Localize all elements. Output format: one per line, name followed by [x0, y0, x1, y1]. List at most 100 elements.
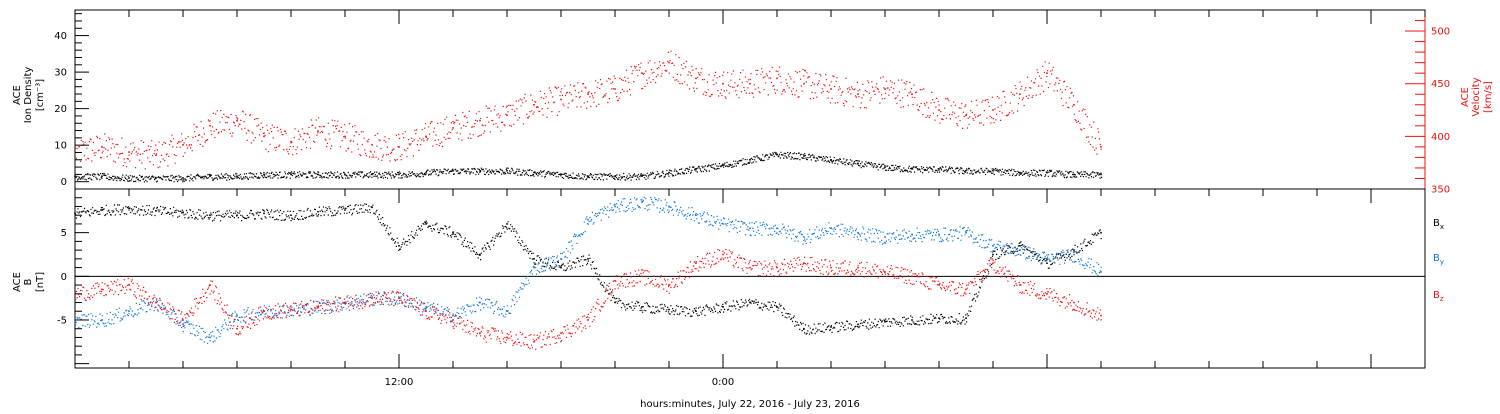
data-point-bx-27 [803, 327, 805, 330]
data-point-bz-5 [209, 284, 211, 286]
data-point-velocity-14 [452, 127, 454, 129]
data-point-density-14 [452, 169, 454, 172]
top-panel-points [74, 50, 1103, 183]
data-point-velocity-29 [857, 93, 859, 95]
data-point-velocity-18 [560, 98, 562, 101]
data-point-bz-28 [830, 266, 832, 269]
data-point-bz-25 [749, 266, 751, 269]
data-point-bz-1 [101, 288, 103, 291]
data-point-by-35 [1019, 249, 1021, 251]
data-point-by-33 [965, 231, 967, 234]
data-point-by-1 [101, 319, 103, 321]
data-point-density-17 [533, 171, 535, 174]
data-point-density-8 [290, 173, 292, 176]
data-point-velocity-13 [425, 135, 427, 138]
data-point-bx-3 [155, 210, 157, 212]
data-point-density-11 [371, 173, 373, 176]
top-left-tick-label-0: 0 [61, 177, 67, 188]
data-point-bz-10 [344, 301, 346, 304]
legend-bz: Bz [1433, 290, 1444, 303]
data-point-density-7 [263, 173, 265, 176]
bottom-left-label-line1: ACE [12, 272, 23, 292]
data-point-by-13 [425, 306, 427, 308]
data-point-velocity-20 [614, 88, 616, 90]
data-point-density-23 [695, 168, 697, 170]
data-point-velocity-35 [1019, 93, 1021, 95]
data-point-bz-6 [236, 327, 238, 330]
legend-bz-base: B [1433, 290, 1440, 301]
data-point-bz-18 [560, 332, 562, 334]
data-point-velocity-33 [965, 114, 967, 117]
top-right-tick-label-350: 350 [1431, 185, 1450, 196]
data-point-velocity-17 [533, 104, 535, 106]
bottom-left-label-line2: B [23, 278, 34, 285]
top-left-label-line3: [cm⁻³] [35, 79, 46, 111]
data-point-bx-34 [992, 253, 994, 256]
data-point-density-19 [587, 175, 589, 177]
data-point-bz-35 [1019, 284, 1021, 286]
data-point-by-4 [182, 323, 184, 326]
data-point-by-24 [722, 223, 724, 225]
data-point-density-32 [938, 168, 940, 170]
data-point-by-15 [479, 301, 481, 304]
data-point-bx-13 [425, 223, 427, 225]
bottom-left-label-line3: [nT] [35, 272, 46, 292]
data-point-bz-24 [722, 253, 724, 256]
data-point-velocity-5 [209, 125, 211, 127]
data-point-bx-16 [506, 223, 508, 225]
top-left-label-line1: ACE [12, 85, 23, 105]
data-point-density-4 [182, 177, 184, 179]
data-point-by-5 [209, 336, 211, 339]
data-point-velocity-6 [236, 119, 238, 122]
data-point-density-25 [749, 159, 751, 161]
data-point-bx-17 [533, 258, 535, 260]
data-point-by-19 [587, 218, 589, 221]
top-right-label-line2: Velocity [1471, 77, 1482, 116]
data-point-bx-12 [398, 245, 400, 247]
data-point-by-14 [452, 314, 454, 317]
data-point-bx-26 [776, 306, 778, 308]
data-point-bz-11 [371, 297, 373, 299]
data-point-velocity-1 [101, 146, 103, 148]
data-point-bx-37 [1073, 249, 1075, 251]
x-axis: 12:00 0:00 [74, 10, 1426, 388]
data-point-velocity-12 [398, 146, 400, 148]
data-point-bx-25 [749, 301, 751, 304]
data-point-bx-11 [371, 206, 373, 209]
data-point-velocity-27 [803, 82, 805, 85]
data-point-velocity-3 [155, 154, 157, 157]
data-point-bx-24 [722, 306, 724, 308]
data-point-bx-28 [830, 326, 832, 328]
data-point-by-23 [695, 214, 697, 216]
data-point-bx-35 [1019, 245, 1021, 247]
data-point-by-21 [641, 201, 643, 203]
data-point-density-2 [128, 177, 130, 179]
data-point-bz-33 [965, 288, 967, 291]
data-point-by-27 [803, 236, 805, 238]
data-point-bx-30 [884, 320, 886, 323]
data-point-by-37 [1073, 253, 1075, 256]
data-point-bx-0 [74, 212, 76, 215]
data-point-density-22 [668, 171, 670, 174]
data-point-bz-22 [668, 284, 670, 286]
top-left-tick-label-40: 40 [54, 31, 67, 42]
data-point-velocity-38 [1100, 146, 1102, 148]
series-points-ion-density [75, 151, 1103, 183]
data-point-by-36 [1046, 258, 1048, 260]
data-point-bx-10 [344, 209, 346, 211]
data-point-velocity-21 [641, 72, 643, 74]
data-point-bx-14 [452, 231, 454, 234]
bottom-left-tick-label-0: 0 [61, 272, 67, 283]
data-point-velocity-10 [344, 135, 346, 138]
data-point-velocity-25 [749, 82, 751, 85]
data-point-velocity-11 [371, 144, 373, 146]
bottom-left-tick-label--5: -5 [57, 315, 67, 326]
top-panel: 0 10 20 30 40 350 400 450 500 ACE Ion Density [… [12, 9, 1494, 196]
data-point-density-12 [398, 173, 400, 176]
data-point-bz-3 [155, 301, 157, 304]
data-point-density-26 [776, 153, 778, 156]
data-point-bz-2 [128, 284, 130, 286]
data-point-bz-23 [695, 262, 697, 264]
data-point-bx-1 [101, 209, 103, 211]
top-right-tick-label-400: 400 [1431, 132, 1450, 143]
